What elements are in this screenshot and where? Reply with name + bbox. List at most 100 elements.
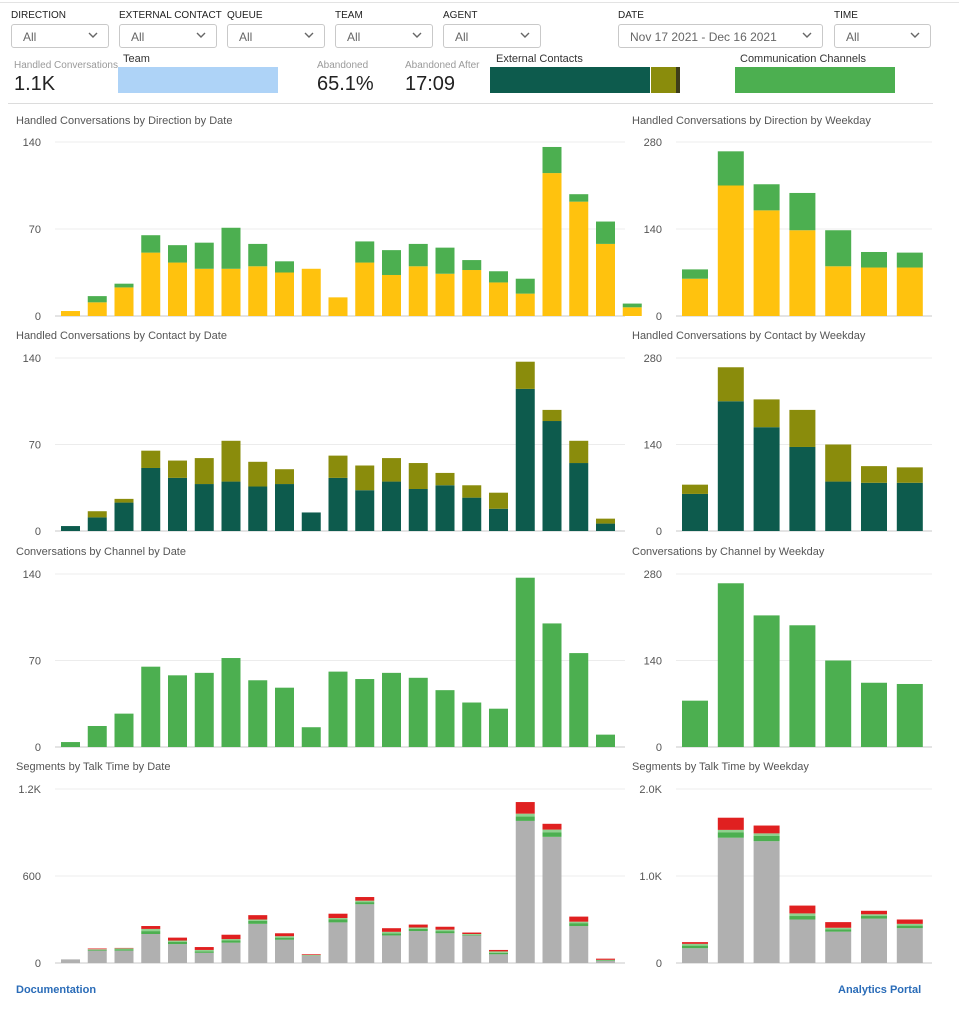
- external-contacts-segment[interactable]: [490, 67, 650, 93]
- bar-segment[interactable]: [596, 518, 615, 524]
- bar-segment[interactable]: [896, 467, 923, 483]
- bar-segment[interactable]: [87, 949, 107, 950]
- bar-segment[interactable]: [168, 262, 187, 316]
- bar-segment[interactable]: [355, 902, 375, 905]
- bar-segment[interactable]: [382, 250, 401, 275]
- bar-segment[interactable]: [382, 933, 401, 936]
- bar-segment[interactable]: [569, 201, 589, 316]
- bar-segment[interactable]: [221, 227, 241, 269]
- bar-segment[interactable]: [596, 960, 615, 963]
- bar-segment[interactable]: [301, 954, 321, 956]
- bar-segment[interactable]: [596, 523, 615, 531]
- bar-segment[interactable]: [355, 490, 375, 531]
- bar-segment[interactable]: [221, 940, 241, 943]
- bar-segment[interactable]: [596, 243, 615, 316]
- bar-segment[interactable]: [489, 949, 508, 952]
- bar-segment[interactable]: [168, 477, 187, 531]
- bar-segment[interactable]: [382, 928, 401, 932]
- bar-segment[interactable]: [515, 577, 535, 747]
- bar-segment[interactable]: [717, 185, 744, 317]
- bar-segment[interactable]: [114, 498, 134, 503]
- bar-segment[interactable]: [301, 955, 321, 963]
- bar-segment[interactable]: [462, 497, 482, 531]
- bar-segment[interactable]: [542, 836, 562, 963]
- bar-segment[interactable]: [141, 926, 161, 929]
- bar-segment[interactable]: [114, 713, 134, 747]
- bar-segment[interactable]: [489, 954, 508, 963]
- bar-segment[interactable]: [248, 920, 268, 924]
- bar-segment[interactable]: [248, 266, 268, 316]
- bar-segment[interactable]: [168, 675, 187, 747]
- bar-segment[interactable]: [753, 841, 780, 963]
- bar-segment[interactable]: [682, 278, 708, 316]
- bar-segment[interactable]: [355, 241, 375, 263]
- bar-segment[interactable]: [896, 923, 923, 926]
- bar-segment[interactable]: [515, 278, 535, 294]
- bar-segment[interactable]: [194, 952, 214, 963]
- bar-segment[interactable]: [355, 904, 375, 963]
- bar-segment[interactable]: [789, 230, 816, 316]
- bar-segment[interactable]: [301, 727, 321, 747]
- bar-segment[interactable]: [462, 932, 482, 934]
- bar-segment[interactable]: [408, 463, 428, 489]
- bar-segment[interactable]: [328, 913, 348, 919]
- bar-segment[interactable]: [789, 409, 816, 447]
- agent-select[interactable]: All: [443, 24, 541, 48]
- bar-segment[interactable]: [328, 297, 348, 316]
- bar-segment[interactable]: [275, 484, 294, 531]
- bar-segment[interactable]: [896, 482, 923, 531]
- bar-segment[interactable]: [569, 463, 589, 531]
- bar-segment[interactable]: [435, 472, 455, 486]
- bar-segment[interactable]: [221, 658, 241, 747]
- bar-segment[interactable]: [87, 296, 107, 303]
- bar-segment[interactable]: [248, 680, 268, 747]
- bar-segment[interactable]: [753, 399, 780, 428]
- bar-segment[interactable]: [87, 517, 107, 531]
- bar-segment[interactable]: [753, 825, 780, 834]
- talk-time-by-date-chart[interactable]: 0 600 1.2K: [0, 776, 625, 976]
- bar-segment[interactable]: [408, 927, 428, 929]
- bar-segment[interactable]: [248, 919, 268, 921]
- bar-segment[interactable]: [194, 268, 214, 316]
- bar-segment[interactable]: [382, 935, 401, 963]
- bar-segment[interactable]: [408, 488, 428, 531]
- contact-by-date-chart[interactable]: 0 70 140: [0, 345, 625, 545]
- bar-segment[interactable]: [861, 918, 887, 963]
- bar-segment[interactable]: [542, 421, 562, 531]
- bar-segment[interactable]: [682, 493, 708, 531]
- bar-segment[interactable]: [682, 943, 708, 946]
- bar-segment[interactable]: [717, 837, 744, 963]
- team-select[interactable]: All: [335, 24, 433, 48]
- bar-segment[interactable]: [489, 952, 508, 955]
- bar-segment[interactable]: [435, 273, 455, 316]
- bar-segment[interactable]: [753, 210, 780, 316]
- bar-segment[interactable]: [87, 950, 107, 963]
- bar-segment[interactable]: [328, 922, 348, 963]
- bar-segment[interactable]: [861, 482, 887, 531]
- bar-segment[interactable]: [861, 267, 887, 316]
- bar-segment[interactable]: [168, 941, 187, 945]
- direction-by-weekday-chart[interactable]: 0 140 280: [620, 130, 940, 330]
- bar-segment[interactable]: [355, 679, 375, 747]
- bar-segment[interactable]: [61, 959, 80, 963]
- bar-segment[interactable]: [248, 243, 268, 267]
- bar-segment[interactable]: [825, 922, 852, 928]
- bar-segment[interactable]: [114, 950, 134, 963]
- bar-segment[interactable]: [275, 939, 294, 963]
- bar-segment[interactable]: [622, 307, 642, 316]
- bar-segment[interactable]: [435, 247, 455, 274]
- bar-segment[interactable]: [717, 367, 744, 402]
- bar-segment[interactable]: [682, 700, 708, 747]
- bar-segment[interactable]: [408, 266, 428, 316]
- bar-segment[interactable]: [168, 937, 187, 941]
- channel-by-weekday-chart[interactable]: 0 140 280: [620, 561, 940, 761]
- bar-segment[interactable]: [682, 269, 708, 279]
- bar-segment[interactable]: [114, 283, 134, 288]
- bar-segment[interactable]: [753, 833, 780, 836]
- bar-segment[interactable]: [355, 897, 375, 901]
- bar-segment[interactable]: [61, 311, 80, 316]
- bar-segment[interactable]: [408, 924, 428, 928]
- bar-segment[interactable]: [87, 949, 107, 951]
- bar-segment[interactable]: [489, 492, 508, 509]
- bar-segment[interactable]: [87, 725, 107, 747]
